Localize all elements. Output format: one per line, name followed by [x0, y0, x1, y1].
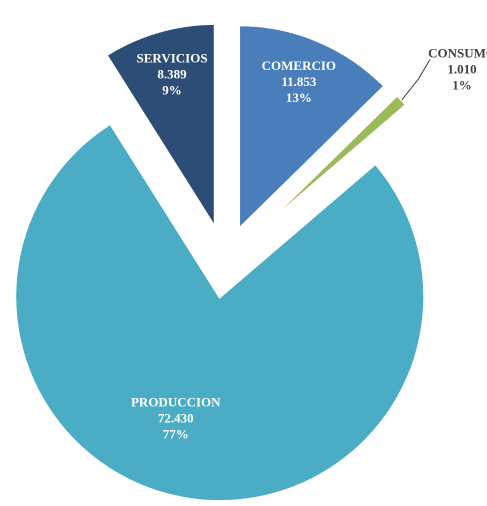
data-label-line: 9% — [162, 83, 182, 98]
data-label-line: PRODUCCION — [131, 394, 221, 409]
data-label-line: SERVICIOS — [136, 51, 207, 66]
data-label-line: 72.430 — [158, 410, 194, 425]
data-label-line: 77% — [163, 426, 189, 441]
data-label: SERVICIOS 8.389 9% — [136, 51, 207, 98]
data-label-line: 8.389 — [157, 67, 187, 82]
pie-slice — [237, 23, 388, 234]
data-label-line: CONSUMO — [428, 46, 487, 61]
pie-slice — [103, 21, 217, 234]
pie-slice — [13, 121, 427, 504]
leader-line — [401, 59, 431, 101]
data-label: COMERCIO 11.853 13% — [262, 58, 336, 105]
pie-slice — [249, 92, 409, 240]
data-label-line: 1% — [452, 78, 472, 93]
data-label: PRODUCCION 72.430 77% — [131, 394, 221, 441]
data-label-line: 1.010 — [447, 62, 476, 77]
data-label-line: 11.853 — [281, 74, 317, 89]
data-label-line: 13% — [286, 90, 312, 105]
data-label-line: COMERCIO — [262, 58, 336, 73]
